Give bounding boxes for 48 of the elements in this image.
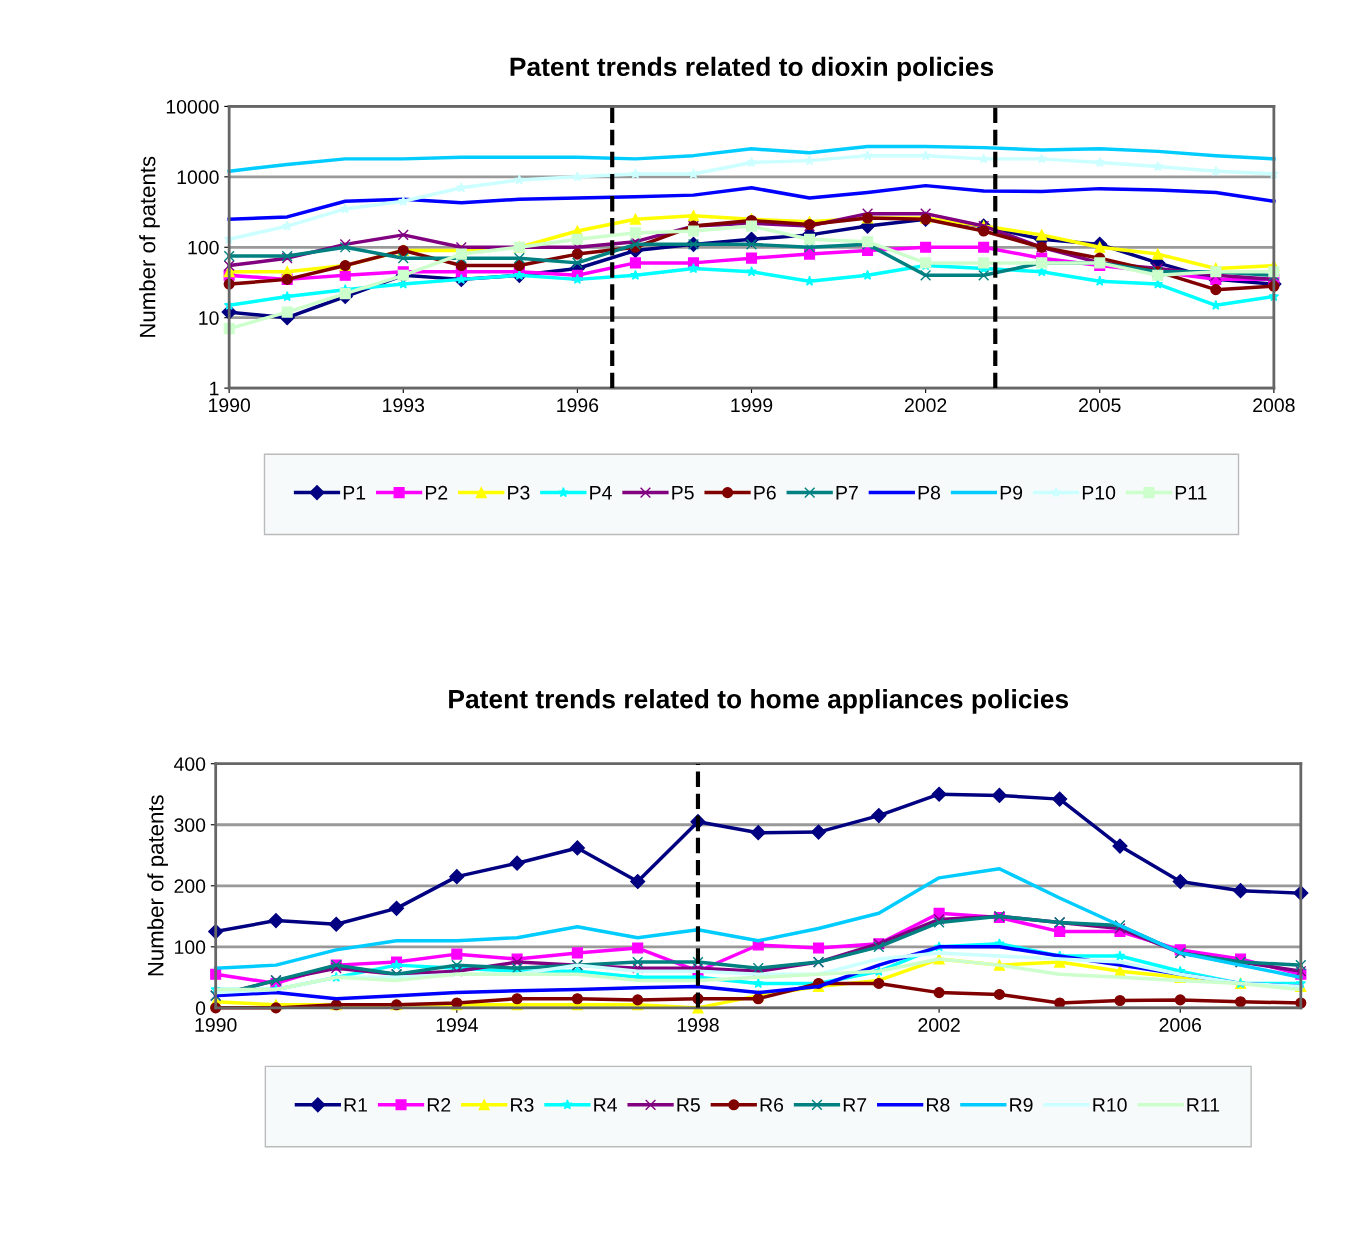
x-tick-label: 1993 bbox=[383, 398, 425, 413]
y-tick-label: 10000 bbox=[166, 99, 219, 114]
y-tick-label: 400 bbox=[173, 757, 206, 771]
legend-label: R4 bbox=[594, 1098, 617, 1112]
legend-label: R3 bbox=[511, 1098, 534, 1112]
legend-label: R7 bbox=[843, 1098, 867, 1112]
x-tick-label: 2002 bbox=[918, 1018, 960, 1032]
legend-label: R6 bbox=[760, 1098, 784, 1112]
legend-label: R10 bbox=[1093, 1098, 1127, 1112]
legend-label: P1 bbox=[343, 486, 366, 500]
x-tick-label: 2008 bbox=[1253, 398, 1295, 413]
chart-title: Patent trends related to home appliances policies bbox=[449, 689, 1069, 714]
legend-label: P9 bbox=[1000, 485, 1023, 500]
x-tick-label: 1994 bbox=[436, 1018, 478, 1032]
x-tick-label: 2002 bbox=[904, 398, 947, 413]
legend-label: P3 bbox=[508, 485, 530, 500]
legend-label: R9 bbox=[1010, 1098, 1033, 1112]
legend-label: P11 bbox=[1175, 486, 1207, 500]
x-tick-label: 1999 bbox=[731, 398, 773, 413]
y-tick-label: 200 bbox=[174, 879, 206, 894]
x-tick-label: 1998 bbox=[677, 1018, 719, 1032]
y-tick-label: 100 bbox=[175, 940, 206, 955]
y-tick-label: 0 bbox=[195, 1001, 206, 1016]
y-axis-title: Number of patents bbox=[139, 156, 160, 337]
x-tick-label: 1990 bbox=[195, 1018, 237, 1032]
x-tick-label: 1990 bbox=[209, 398, 251, 413]
legend-label: R1 bbox=[344, 1098, 368, 1112]
chart-title: Patent trends related to dioxin policies bbox=[510, 56, 994, 82]
y-tick-label: 10 bbox=[199, 311, 219, 325]
y-tick-label: 1000 bbox=[177, 170, 219, 185]
y-tick-label: 100 bbox=[188, 240, 219, 255]
legend-label: R8 bbox=[927, 1098, 950, 1112]
legend-label: P10 bbox=[1082, 485, 1116, 500]
legend-label: R2 bbox=[427, 1098, 451, 1112]
legend-label: P8 bbox=[918, 485, 941, 500]
legend-label: P4 bbox=[590, 486, 612, 500]
legend-label: P2 bbox=[425, 485, 448, 500]
legend-label: R5 bbox=[677, 1098, 700, 1112]
legend-label: P6 bbox=[754, 485, 776, 500]
x-tick-label: 2006 bbox=[1159, 1018, 1202, 1032]
y-tick-label: 300 bbox=[174, 818, 206, 832]
legend-label: R11 bbox=[1187, 1098, 1220, 1112]
legend-label: P7 bbox=[836, 486, 858, 500]
x-tick-label: 1996 bbox=[557, 398, 599, 413]
x-tick-label: 2005 bbox=[1079, 398, 1121, 413]
legend-label: P5 bbox=[672, 486, 694, 500]
y-axis-title: Number of patents bbox=[147, 795, 168, 976]
y-tick-label: 1 bbox=[210, 381, 219, 396]
